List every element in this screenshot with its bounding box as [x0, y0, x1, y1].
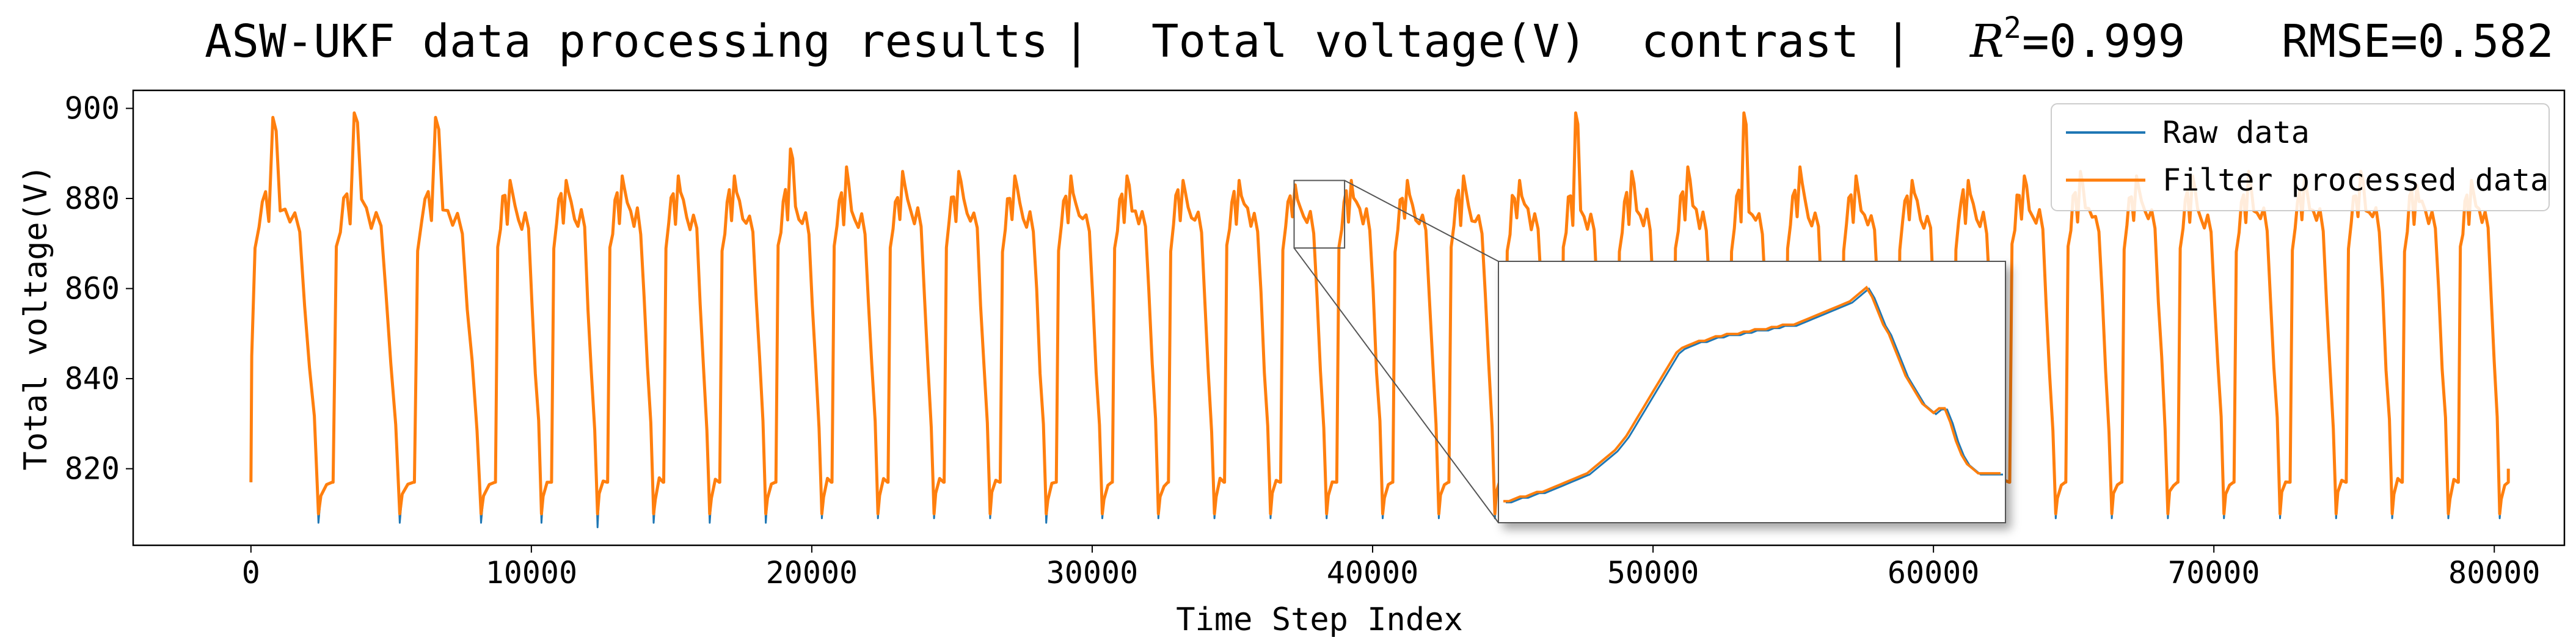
- inset-series-filter: [1503, 285, 2001, 503]
- series-filter-processed-data: [249, 111, 2510, 515]
- y-tick-label: 860: [65, 271, 120, 307]
- inset-lines: [1503, 285, 2003, 504]
- x-tick-label: 20000: [766, 555, 858, 590]
- y-tick-label: 880: [65, 181, 120, 216]
- x-tick-label: 80000: [2448, 555, 2541, 590]
- x-axis-label: Time Step Index: [1176, 601, 1463, 638]
- y-axis-label: Total voltage(V): [18, 165, 54, 471]
- x-tick-label: 40000: [1327, 555, 1419, 590]
- title-separator-2: |: [1885, 15, 1912, 68]
- x-tick-label: 60000: [1888, 555, 1980, 590]
- zoom-region-box: [1293, 180, 1346, 249]
- title-r2-value: =0.999: [2022, 15, 2185, 68]
- y-tick-label: 900: [65, 91, 120, 126]
- legend-box: [2051, 103, 2550, 211]
- chart-title: ASW-UKF data processing results | Total …: [205, 11, 2554, 68]
- y-tick-label: 820: [65, 451, 120, 487]
- inset-frame: [1498, 261, 2006, 523]
- y-tick-label: 840: [65, 361, 120, 396]
- plot-lines: [249, 111, 2510, 528]
- legend-raw-label: Raw data: [2162, 115, 2310, 150]
- zoom-connector-bottom: [1293, 247, 1499, 523]
- title-separator-1: |: [1063, 15, 1090, 68]
- inset-series-raw: [1506, 287, 2003, 504]
- zoom-connector-top: [1344, 180, 1499, 262]
- x-tick-label: 50000: [1607, 555, 1699, 590]
- x-tick-label: 30000: [1046, 555, 1139, 590]
- title-metric-name: Total voltage(V) contrast: [1151, 15, 1859, 68]
- legend-filter-label: Filter processed data: [2162, 162, 2549, 198]
- title-r2-exponent: 2: [2004, 11, 2021, 45]
- x-tick-label: 0: [242, 555, 260, 590]
- legend: Raw data Filter processed data: [2051, 103, 2550, 211]
- y-axis: 820 840 860 880 900: [65, 91, 133, 487]
- x-axis: 0 10000 20000 30000 40000 50000 60000 70000 8000…: [242, 545, 2541, 590]
- plot-frame: [132, 89, 2566, 547]
- inset-zoom-panel: [1498, 261, 2006, 523]
- title-main: ASW-UKF data processing results: [205, 15, 1048, 68]
- x-tick-label: 70000: [2168, 555, 2260, 590]
- zoom-indicator: [1293, 180, 1499, 523]
- title-rmse: RMSE=0.582: [2282, 15, 2554, 68]
- title-r2-symbol: R: [1969, 15, 2004, 68]
- x-tick-label: 10000: [486, 555, 578, 590]
